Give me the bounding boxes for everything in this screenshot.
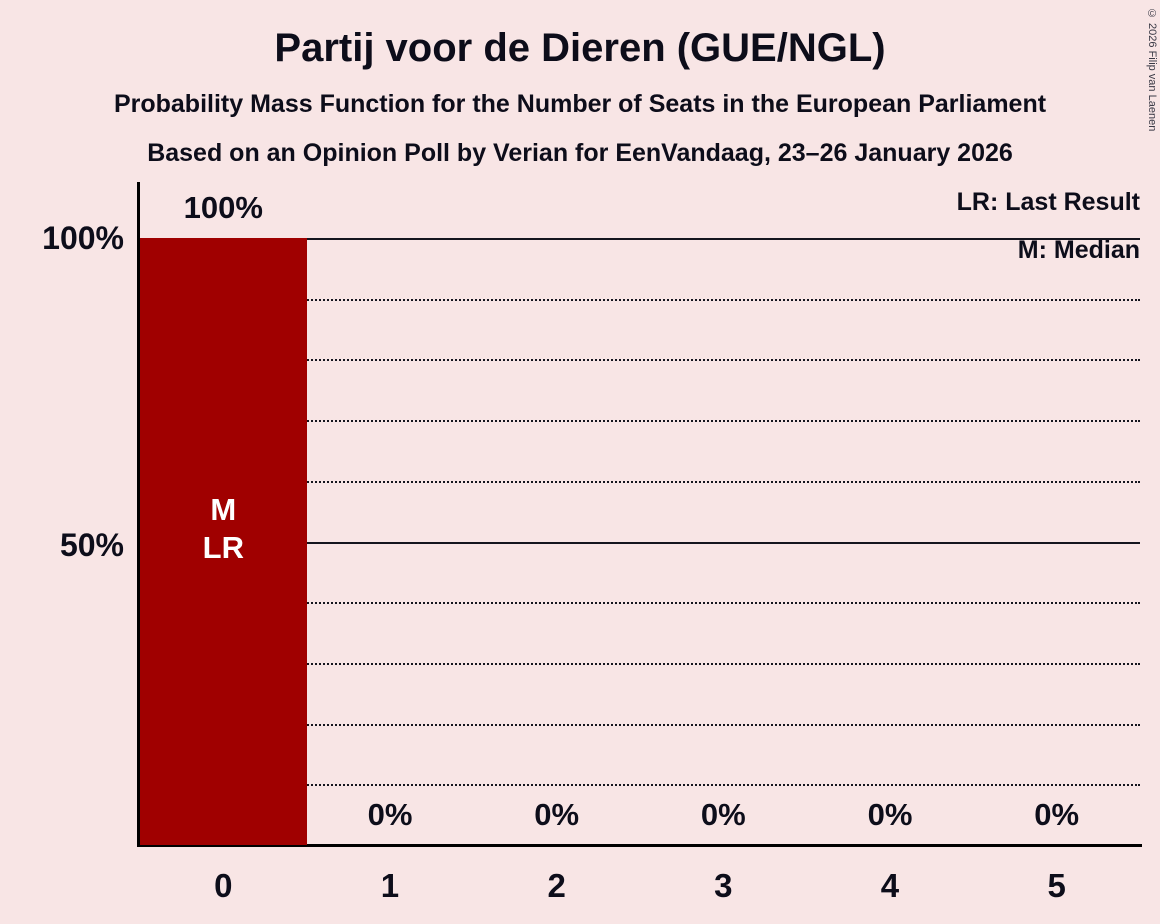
minor-gridline-90: [140, 298, 1140, 301]
y-axis-label-50: 50%: [59, 527, 124, 563]
x-tick-label-1: 1: [380, 867, 400, 904]
x-tick-label-0: 0: [214, 867, 233, 904]
value-label-seats-3: 0%: [700, 797, 746, 832]
y-axis-label-100: 100%: [42, 220, 124, 256]
x-tick-label-2: 2: [547, 867, 566, 904]
value-label-seats-5: 0%: [1034, 797, 1080, 832]
minor-gridline-60: [140, 480, 1140, 483]
value-label-seats-1: 0%: [367, 797, 413, 832]
minor-gridline-80: [140, 359, 1140, 362]
bar-seats-0: [140, 238, 307, 845]
minor-gridline-30: [140, 662, 1140, 665]
major-gridline-100: [140, 238, 1140, 240]
copyright-text: © 2026 Filip van Laenen: [1146, 8, 1158, 132]
major-gridline-50: [140, 541, 1140, 544]
x-tick-label-3: 3: [714, 867, 733, 904]
x-tick-label-4: 4: [880, 867, 900, 904]
value-label-seats-0: 100%: [183, 190, 263, 225]
minor-gridline-20: [140, 723, 1140, 726]
chart-title: Partij voor de Dieren (GUE/NGL): [274, 26, 886, 70]
plot-area: 100% 0 0% 1 0% 2 0% 3 0% 4 0% 5 M LR: [140, 190, 1140, 904]
legend-last-result: LR: Last Result: [956, 188, 1140, 216]
x-axis-line: [137, 844, 1142, 847]
annotation-line-lr: LR: [202, 530, 244, 565]
chart-poll-info: Based on an Opinion Poll by Verian for E…: [147, 139, 1013, 167]
minor-gridline-10: [140, 784, 1140, 787]
chart-subtitle: Probability Mass Function for the Number…: [113, 90, 1047, 118]
value-label-seats-4: 0%: [867, 797, 913, 832]
value-label-seats-2: 0%: [534, 797, 580, 832]
minor-gridline-40: [140, 602, 1140, 605]
legend-median: M: Median: [1017, 236, 1140, 264]
annotation-line-m: M: [210, 492, 237, 527]
x-tick-label-5: 5: [1047, 867, 1066, 904]
minor-gridline-70: [140, 420, 1140, 423]
y-axis-line: [137, 182, 140, 846]
bar-annotation-median-last-result: M LR: [140, 491, 307, 567]
